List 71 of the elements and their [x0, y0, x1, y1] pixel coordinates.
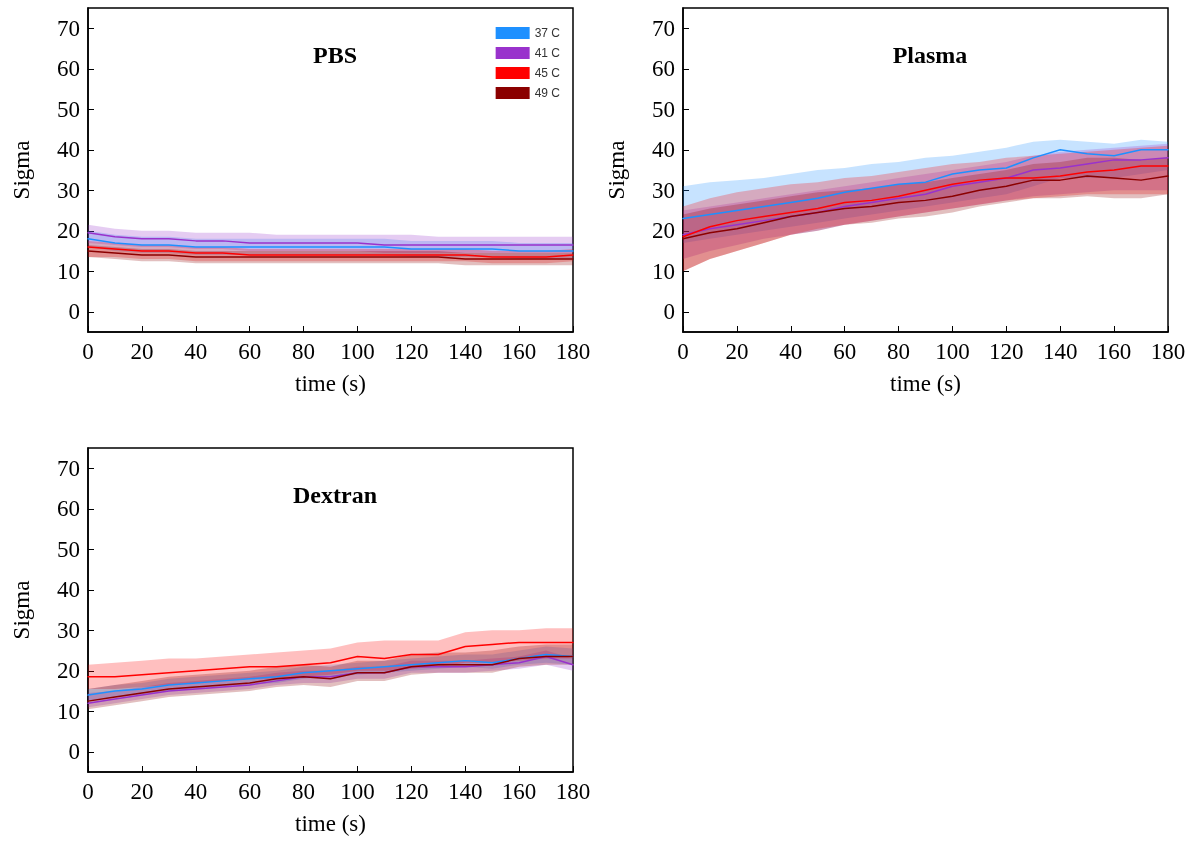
y-tick-label: 60 [57, 56, 80, 82]
x-tick-label: 60 [833, 339, 857, 364]
x-tick-label: 160 [1096, 339, 1132, 364]
x-tick-label: 40 [184, 339, 208, 364]
y-tick-label: 30 [652, 177, 675, 203]
y-tick-label: 40 [652, 137, 675, 163]
x-tick-label: 80 [292, 779, 316, 804]
x-tick-label: 140 [447, 339, 483, 364]
legend-label: 45 C [534, 66, 561, 80]
y-tick-label: 0 [68, 739, 80, 765]
x-tick-label: 100 [340, 779, 375, 804]
y-tick-label: 70 [652, 15, 675, 41]
x-tick-label: 40 [184, 779, 208, 804]
text: PBS [312, 42, 358, 68]
x-tick-label: 140 [1042, 339, 1078, 364]
x-tick-label: 20 [725, 339, 749, 364]
line-series [87, 250, 574, 260]
x-tick-label: 160 [501, 339, 537, 364]
line-series [87, 641, 574, 678]
x-axis-title: time (s) [295, 811, 366, 836]
line-series [682, 149, 1169, 220]
y-tick-label: 30 [57, 177, 80, 203]
legend-label: 49 C [534, 86, 561, 100]
y-axis-title: Sigma [9, 580, 34, 640]
legend-label: 41 C [534, 46, 561, 60]
y-tick-label: 50 [57, 96, 80, 122]
y-tick-label: 60 [652, 56, 675, 82]
y-tick-label: 70 [57, 455, 80, 481]
y-tick-label: 50 [57, 536, 80, 562]
x-tick-label: 180 [1150, 339, 1186, 364]
x-tick-label: 120 [394, 339, 429, 364]
y-tick-label: 10 [57, 698, 80, 724]
x-tick-label: 80 [887, 339, 911, 364]
y-tick-label: 20 [652, 218, 675, 244]
x-tick-label: 120 [989, 339, 1024, 364]
x-axis-title: time (s) [295, 371, 366, 396]
x-tick-label: 60 [238, 339, 262, 364]
y-tick-label: 10 [652, 258, 675, 284]
x-tick-label: 80 [292, 339, 316, 364]
x-tick-label: 120 [394, 779, 429, 804]
y-tick-label: 40 [57, 137, 80, 163]
y-tick-label: 0 [663, 299, 675, 325]
text: Dextran [293, 482, 377, 508]
x-tick-label: 20 [130, 339, 154, 364]
x-tick-label: 140 [447, 779, 483, 804]
x-tick-label: 180 [555, 339, 591, 364]
x-tick-label: 100 [340, 339, 375, 364]
y-tick-label: 30 [57, 617, 80, 643]
y-tick-label: 0 [68, 299, 80, 325]
y-axis-title: Sigma [604, 140, 629, 200]
y-tick-label: 10 [57, 258, 80, 284]
y-tick-label: 50 [652, 96, 675, 122]
y-tick-label: 20 [57, 218, 80, 244]
y-tick-label: 40 [57, 577, 80, 603]
x-tick-label: 160 [501, 779, 537, 804]
line-series [87, 238, 574, 252]
x-tick-label: 180 [555, 779, 591, 804]
y-axis-title: Sigma [9, 140, 34, 200]
y-tick-label: 20 [57, 658, 80, 684]
line-series [87, 246, 574, 258]
legend-label: 37 C [534, 26, 561, 40]
x-tick-label: 100 [935, 339, 970, 364]
line-series [87, 232, 574, 246]
y-tick-label: 60 [57, 496, 80, 522]
x-tick-label: 40 [779, 339, 803, 364]
y-tick-label: 70 [57, 15, 80, 41]
text: Plasma [892, 42, 968, 68]
x-tick-label: 20 [130, 779, 154, 804]
x-axis-title: time (s) [890, 371, 961, 396]
x-tick-label: 60 [238, 779, 262, 804]
line-series [682, 175, 1169, 240]
